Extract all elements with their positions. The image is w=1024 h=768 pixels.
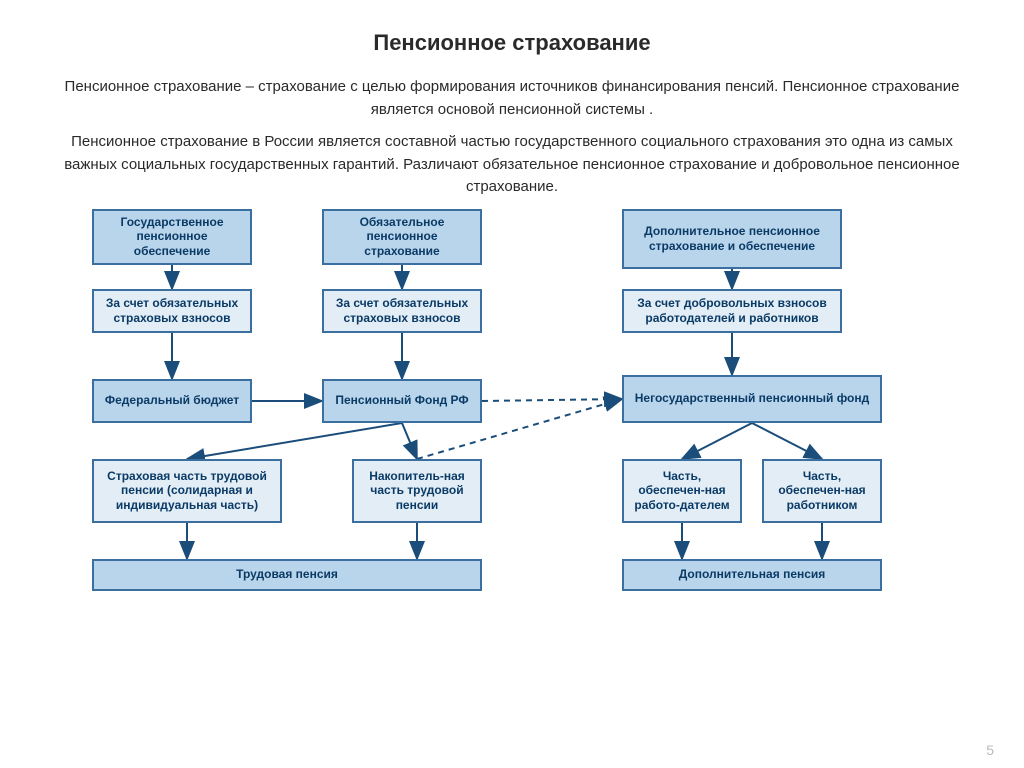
node-n3: Дополнительное пенсионное страхование и … <box>622 209 842 269</box>
node-n8: Пенсионный Фонд РФ <box>322 379 482 423</box>
edge-n8-n9 <box>482 399 622 401</box>
edge-n8-n10 <box>187 423 402 459</box>
intro-para-1: Пенсионное страхование – страхование с ц… <box>60 76 964 121</box>
node-n2: Обязательное пенсионное страхование <box>322 209 482 265</box>
node-n1: Государственное пенсионное обеспечение <box>92 209 252 265</box>
node-n15: Дополнительная пенсия <box>622 559 882 591</box>
node-n9: Негосударственный пенсионный фонд <box>622 375 882 423</box>
node-n5: За счет обязательных страховых взносов <box>322 289 482 333</box>
edge-n9-n13 <box>752 423 822 459</box>
node-n11: Накопитель-ная часть трудовой пенсии <box>352 459 482 523</box>
edge-n8-n11 <box>402 423 417 459</box>
page-title: Пенсионное страхование <box>60 30 964 56</box>
intro-para-2: Пенсионное страхование в России является… <box>60 131 964 199</box>
node-n12: Часть, обеспечен-ная работо-дателем <box>622 459 742 523</box>
node-n6: За счет добровольных взносов работодател… <box>622 289 842 333</box>
node-n13: Часть, обеспечен-ная работником <box>762 459 882 523</box>
node-n10: Страховая часть трудовой пенсии (солидар… <box>92 459 282 523</box>
flowchart: Государственное пенсионное обеспечение Об… <box>62 209 962 629</box>
node-n7: Федеральный бюджет <box>92 379 252 423</box>
node-n14: Трудовая пенсия <box>92 559 482 591</box>
edge-n9-n12 <box>682 423 752 459</box>
intro-text: Пенсионное страхование – страхование с ц… <box>60 76 964 199</box>
page-number: 5 <box>986 742 994 758</box>
node-n4: За счет обязательных страховых взносов <box>92 289 252 333</box>
